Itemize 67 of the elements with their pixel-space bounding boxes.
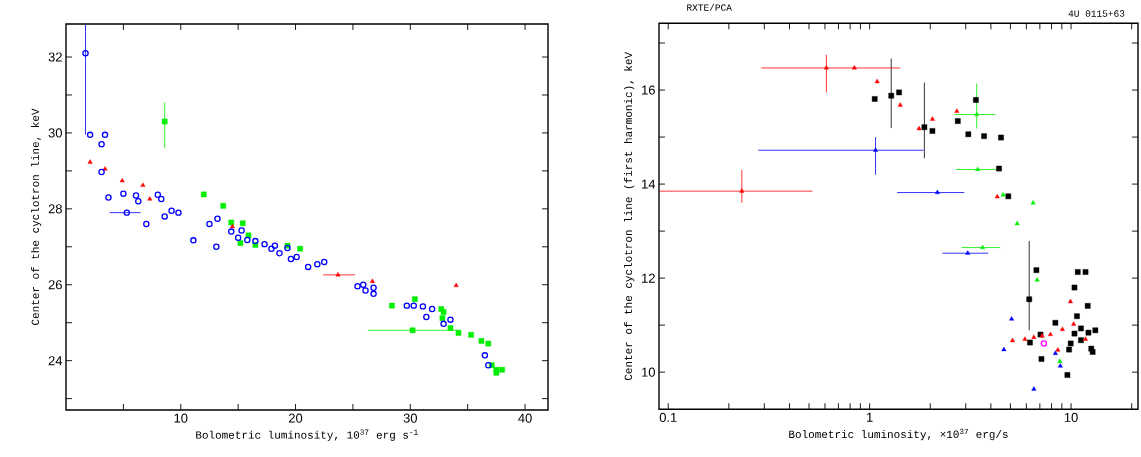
y-tick-label: 30: [48, 128, 62, 138]
y-tick-label: 32: [48, 52, 62, 62]
point: [214, 215, 221, 222]
x-tick-label: 40: [518, 413, 532, 423]
point: [234, 234, 242, 241]
point: [190, 237, 197, 244]
point: [276, 250, 283, 257]
y-tick-label: 24: [48, 356, 63, 366]
chart-title: RXTE/PCA: [687, 3, 732, 11]
point: [447, 316, 454, 323]
point: [158, 195, 165, 203]
point: [161, 213, 168, 220]
x-axis-title: Bolometric luminosity, 10$^{37}$ erg s$^{-1}$: [196, 429, 418, 441]
point: [320, 258, 328, 266]
y-tick-label: 12: [642, 273, 655, 283]
point: [132, 192, 140, 199]
point: [244, 236, 251, 244]
point: [206, 220, 213, 228]
point: [403, 302, 411, 309]
point: [101, 131, 109, 139]
y-axis-title: Center of the cyclotron line (first harmonic), keV: [624, 52, 635, 381]
point: [143, 220, 150, 228]
point: [423, 313, 430, 321]
point: [98, 141, 105, 148]
y-tick-label: 10: [642, 367, 655, 377]
point: [238, 227, 245, 234]
point: [252, 237, 259, 245]
point: [440, 320, 447, 328]
point: [271, 242, 279, 249]
x-tick-label: 30: [403, 413, 417, 423]
point: [135, 198, 142, 205]
point: [86, 131, 94, 139]
y-tick-label: 16: [642, 85, 655, 95]
y-tick-label: 26: [48, 280, 62, 290]
point: [175, 209, 182, 216]
point: [287, 255, 295, 263]
y-tick-label: 14: [642, 179, 656, 189]
point: [419, 303, 427, 310]
point: [304, 263, 312, 271]
point: [410, 302, 417, 309]
point: [213, 243, 220, 251]
text: 4U 0115+63: [1068, 10, 1125, 17]
point: [370, 290, 377, 298]
point: [120, 190, 127, 197]
point: [354, 283, 361, 290]
x-tick-label: 1: [867, 412, 873, 422]
point: [293, 253, 300, 261]
x-tick-label: 10: [174, 413, 188, 423]
point: [105, 194, 112, 201]
point: [428, 305, 436, 313]
x-tick-label: 0.1: [659, 412, 677, 422]
point: [261, 240, 268, 248]
point: [98, 168, 105, 176]
x-axis-title: Bolometric luminosity, ×10$^{37}$ erg/s: [789, 428, 1008, 441]
point: [314, 261, 321, 268]
y-axis-title: Center of the cyclotron line, keV: [31, 108, 42, 325]
point: [268, 245, 275, 252]
point: [362, 287, 369, 294]
y-tick-label: 28: [48, 204, 62, 214]
point: [485, 361, 492, 369]
point: [370, 284, 377, 292]
x-tick-label: 10: [1064, 412, 1078, 422]
x-tick-label: 20: [288, 413, 303, 423]
point: [168, 207, 175, 214]
point: [228, 228, 235, 235]
point: [359, 281, 367, 288]
point: [481, 352, 489, 359]
